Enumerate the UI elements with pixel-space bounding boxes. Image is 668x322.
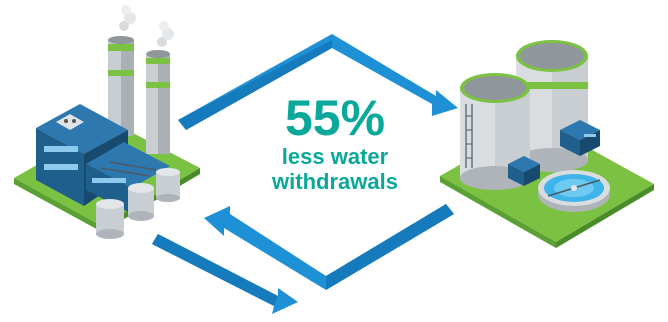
chimney-right [146,21,174,154]
control-building [508,120,600,186]
power-plant-icon [14,5,200,239]
savings-callout: 55% less water withdrawals [245,92,425,194]
storage-tanks [96,168,180,239]
clarifier-pool [538,170,610,212]
water-treatment-plant-icon [440,40,654,248]
arrow-bottom [204,204,454,290]
plant-building [36,104,170,214]
savings-label-line1: less water [281,144,389,169]
circular-arrows-icon [152,34,458,314]
savings-label-line2: withdrawals [272,169,398,194]
chimney-left [108,5,136,136]
savings-percentage: 55% [284,90,386,146]
